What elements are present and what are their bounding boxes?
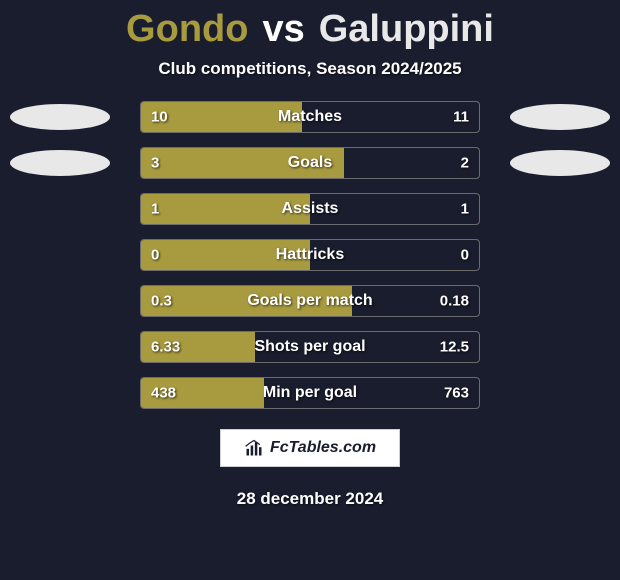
stat-label: Shots per goal [254,338,365,356]
stats-area: 10Matches113Goals21Assists10Hattricks00.… [0,101,620,409]
stat-value-right: 12.5 [440,339,469,356]
stat-row: 10 Matches 11 [0,101,620,133]
stat-value-left: 438 [151,385,176,402]
stat-value-left: 1 [151,201,159,218]
stat-bar: 438 Min per goal 763 [140,377,480,409]
stat-value-left: 6.33 [151,339,180,356]
stat-row: 438 Min per goal 763 [0,377,620,409]
title-row: Gondo vs Galuppini [126,8,494,51]
stat-value-right: 763 [444,385,469,402]
stat-bar: 0 Hattricks 0 [140,239,480,271]
stat-label: Hattricks [276,246,344,264]
ellipse-right [510,104,610,130]
stat-bar: 1 Assists 1 [140,193,480,225]
stat-bar: 0.3 Goals per match 0.18 [140,285,480,317]
stat-label: Min per goal [263,384,357,402]
chart-icon [244,438,264,458]
player-left-name: Gondo [126,8,248,51]
stat-row: 0 Hattricks 0 [0,239,620,271]
stat-bar: 10 Matches 11 [140,101,480,133]
vs-text: vs [262,8,304,51]
stat-value-right: 11 [453,109,469,126]
stat-row: 6.33 Shots per goal 12.5 [0,331,620,363]
branding-text: FcTables.com [270,439,376,457]
stat-value-right: 0.18 [440,293,469,310]
branding-badge: FcTables.com [220,429,400,467]
stat-value-right: 2 [461,155,469,172]
stat-value-left: 10 [151,109,168,126]
stat-label: Goals per match [247,292,372,310]
stat-value-left: 3 [151,155,159,172]
stat-label: Goals [288,154,332,172]
stat-value-right: 1 [461,201,469,218]
stat-label: Matches [278,108,342,126]
stat-value-left: 0.3 [151,293,172,310]
stat-row: 3 Goals 2 [0,147,620,179]
stat-row: 0.3 Goals per match 0.18 [0,285,620,317]
stat-row: 1 Assists 1 [0,193,620,225]
player-right-name: Galuppini [319,8,494,51]
ellipse-right [510,150,610,176]
stat-value-left: 0 [151,247,159,264]
stat-bar: 6.33 Shots per goal 12.5 [140,331,480,363]
ellipse-left [10,104,110,130]
stat-bar: 3 Goals 2 [140,147,480,179]
subtitle: Club competitions, Season 2024/2025 [158,59,461,79]
comparison-card: Gondo vs Galuppini Club competitions, Se… [0,0,620,580]
ellipse-left [10,150,110,176]
date-text: 28 december 2024 [237,489,384,509]
stat-label: Assists [282,200,339,218]
stat-value-right: 0 [461,247,469,264]
